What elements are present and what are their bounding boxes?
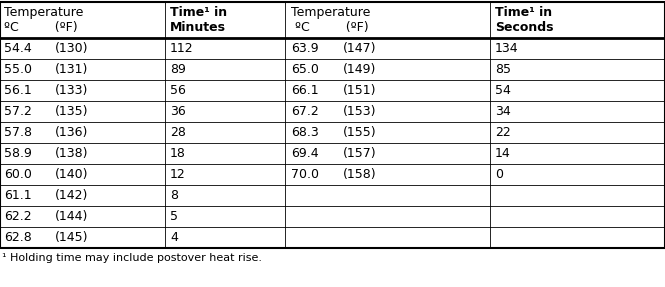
Text: 69.4: 69.4 [291, 147, 319, 160]
Text: 66.1: 66.1 [291, 84, 319, 97]
Text: 56.1: 56.1 [4, 84, 32, 97]
Text: 36: 36 [170, 105, 186, 118]
Text: (131): (131) [55, 63, 88, 76]
Text: 57.8: 57.8 [4, 126, 32, 139]
Text: 8: 8 [170, 189, 178, 202]
Text: 56: 56 [170, 84, 186, 97]
Text: 62.2: 62.2 [4, 210, 32, 223]
Text: 61.1: 61.1 [4, 189, 32, 202]
Text: (130): (130) [55, 42, 88, 55]
Text: 60.0: 60.0 [4, 168, 32, 181]
Text: (147): (147) [343, 42, 376, 55]
Text: ºC         (ºF): ºC (ºF) [4, 22, 78, 34]
Text: 22: 22 [495, 126, 511, 139]
Text: (151): (151) [343, 84, 376, 97]
Text: 65.0: 65.0 [291, 63, 319, 76]
Text: Temperature: Temperature [291, 5, 370, 19]
Text: Minutes: Minutes [170, 22, 226, 34]
Text: (149): (149) [343, 63, 376, 76]
Text: (138): (138) [55, 147, 88, 160]
Text: (155): (155) [343, 126, 376, 139]
Text: (144): (144) [55, 210, 88, 223]
Text: Seconds: Seconds [495, 22, 553, 34]
Bar [0, 2, 665, 248]
Text: ºC         (ºF): ºC (ºF) [291, 22, 368, 34]
Bar [0, 2, 665, 248]
Text: 12: 12 [170, 168, 186, 181]
Text: (158): (158) [343, 168, 376, 181]
Text: 67.2: 67.2 [291, 105, 319, 118]
Text: 34: 34 [495, 105, 511, 118]
Text: 54.4: 54.4 [4, 42, 32, 55]
Text: ¹ Holding time may include postover heat rise.: ¹ Holding time may include postover heat… [2, 253, 262, 263]
Text: (142): (142) [55, 189, 88, 202]
Text: 85: 85 [495, 63, 511, 76]
Text: 68.3: 68.3 [291, 126, 319, 139]
Text: Time¹ in: Time¹ in [495, 5, 552, 19]
Text: (133): (133) [55, 84, 88, 97]
Text: (135): (135) [55, 105, 88, 118]
Text: 28: 28 [170, 126, 186, 139]
Text: (153): (153) [343, 105, 376, 118]
Text: 14: 14 [495, 147, 511, 160]
Text: 134: 134 [495, 42, 519, 55]
Text: 58.9: 58.9 [4, 147, 32, 160]
Text: (140): (140) [55, 168, 88, 181]
Text: 55.0: 55.0 [4, 63, 32, 76]
Text: 89: 89 [170, 63, 186, 76]
Text: 5: 5 [170, 210, 178, 223]
Text: 112: 112 [170, 42, 194, 55]
Text: (136): (136) [55, 126, 88, 139]
Text: 57.2: 57.2 [4, 105, 32, 118]
Text: 0: 0 [495, 168, 503, 181]
Text: 18: 18 [170, 147, 186, 160]
Text: 4: 4 [170, 231, 178, 244]
Text: 54: 54 [495, 84, 511, 97]
Text: (145): (145) [55, 231, 88, 244]
Text: 62.8: 62.8 [4, 231, 32, 244]
Text: Temperature: Temperature [4, 5, 83, 19]
Text: 63.9: 63.9 [291, 42, 319, 55]
Text: (157): (157) [343, 147, 376, 160]
Text: 70.0: 70.0 [291, 168, 319, 181]
Text: Time¹ in: Time¹ in [170, 5, 227, 19]
